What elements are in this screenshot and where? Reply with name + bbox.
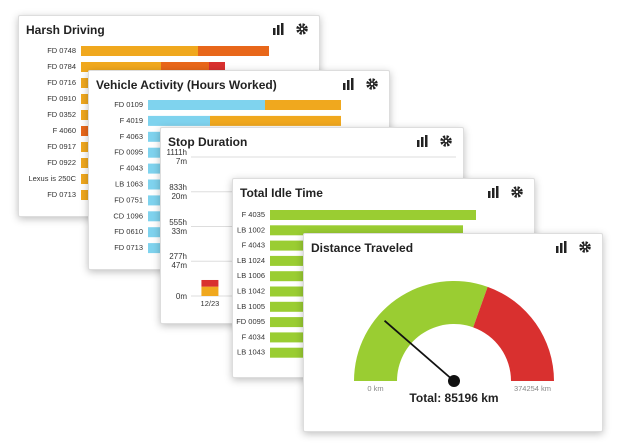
- gauge-min-label: 0 km: [367, 384, 383, 393]
- bar: [81, 46, 198, 56]
- y-tick-label: LB 1006: [237, 271, 265, 280]
- bar: [198, 46, 269, 56]
- y-tick-label: F 4043: [242, 241, 265, 250]
- y-tick-label: FD 0352: [47, 110, 76, 119]
- bar: [270, 225, 463, 236]
- y-tick-label: F 4043: [120, 164, 143, 173]
- card-title: Stop Duration: [168, 135, 248, 149]
- chart: 0 km 374254 km Total: 85196 km: [354, 281, 554, 405]
- gauge-needle: [383, 319, 455, 382]
- y-tick-label: FD 0095: [114, 148, 143, 157]
- gauge-band: [473, 286, 554, 381]
- x-tick-label: 12/23: [201, 299, 220, 308]
- y-tick-label: LB 1063: [115, 179, 143, 188]
- y-tick-label: LB 1043: [237, 348, 265, 357]
- y-tick-label: FD 0751: [114, 195, 143, 204]
- bar: [270, 210, 476, 220]
- card-icons[interactable]: [271, 22, 311, 36]
- bar: [265, 100, 341, 110]
- y-tick-label: F 4035: [242, 210, 265, 219]
- y-tick-label: F 4019: [120, 116, 143, 125]
- y-tick-label: 0m: [175, 291, 187, 301]
- card: 0 km 374254 km Total: 85196 km Distance Tr…: [303, 233, 603, 432]
- y-tick-label: F 4063: [120, 132, 143, 141]
- y-tick-label: 555h 33m: [169, 217, 187, 236]
- y-tick-label: FD 0713: [47, 190, 76, 199]
- y-tick-label: F 4060: [53, 126, 76, 135]
- y-tick-label: Lexus is 250C: [28, 174, 76, 183]
- card-icons[interactable]: [341, 77, 381, 91]
- y-tick-label: FD 0713: [114, 243, 143, 252]
- bar: [148, 115, 210, 126]
- bar: [161, 62, 209, 72]
- y-tick-label: FD 0095: [236, 317, 265, 326]
- bar: [210, 115, 341, 126]
- y-tick-label: FD 0784: [47, 62, 76, 71]
- gauge-value-label: Total: 85196 km: [409, 391, 498, 405]
- y-tick-label: FD 0922: [47, 158, 76, 167]
- card-title: Vehicle Activity (Hours Worked): [96, 78, 277, 92]
- bar: [201, 279, 219, 287]
- y-tick-label: 1111h 7m: [166, 148, 187, 166]
- y-tick-label: 277h 47m: [169, 252, 187, 271]
- card-title: Harsh Driving: [26, 23, 105, 37]
- y-tick-label: FD 0716: [47, 78, 76, 87]
- y-tick-label: FD 0109: [114, 100, 143, 109]
- y-tick-label: LB 1042: [237, 286, 265, 295]
- y-tick-label: FD 0917: [47, 142, 76, 151]
- gauge-hub: [448, 375, 460, 387]
- card-title: Total Idle Time: [240, 186, 323, 200]
- bar: [148, 100, 265, 110]
- y-tick-label: FD 0610: [114, 227, 143, 236]
- bar: [201, 286, 219, 296]
- card-icons[interactable]: [554, 240, 594, 254]
- y-tick-label: LB 1005: [237, 302, 265, 311]
- gauge-max-label: 374254 km: [514, 384, 551, 393]
- card-title: Distance Traveled: [311, 241, 414, 255]
- y-tick-label: 833h 20m: [169, 182, 187, 201]
- y-tick-label: LB 1002: [237, 225, 265, 234]
- y-tick-label: F 4034: [242, 332, 265, 341]
- y-tick-label: CD 1096: [113, 211, 143, 220]
- card-icons[interactable]: [415, 134, 455, 148]
- y-tick-label: LB 1024: [237, 256, 265, 265]
- bar: [81, 62, 161, 72]
- gauge-band: [354, 281, 488, 381]
- y-tick-label: FD 0910: [47, 94, 76, 103]
- bar: [209, 62, 225, 72]
- card-icons[interactable]: [486, 185, 526, 199]
- y-tick-label: FD 0748: [47, 46, 76, 55]
